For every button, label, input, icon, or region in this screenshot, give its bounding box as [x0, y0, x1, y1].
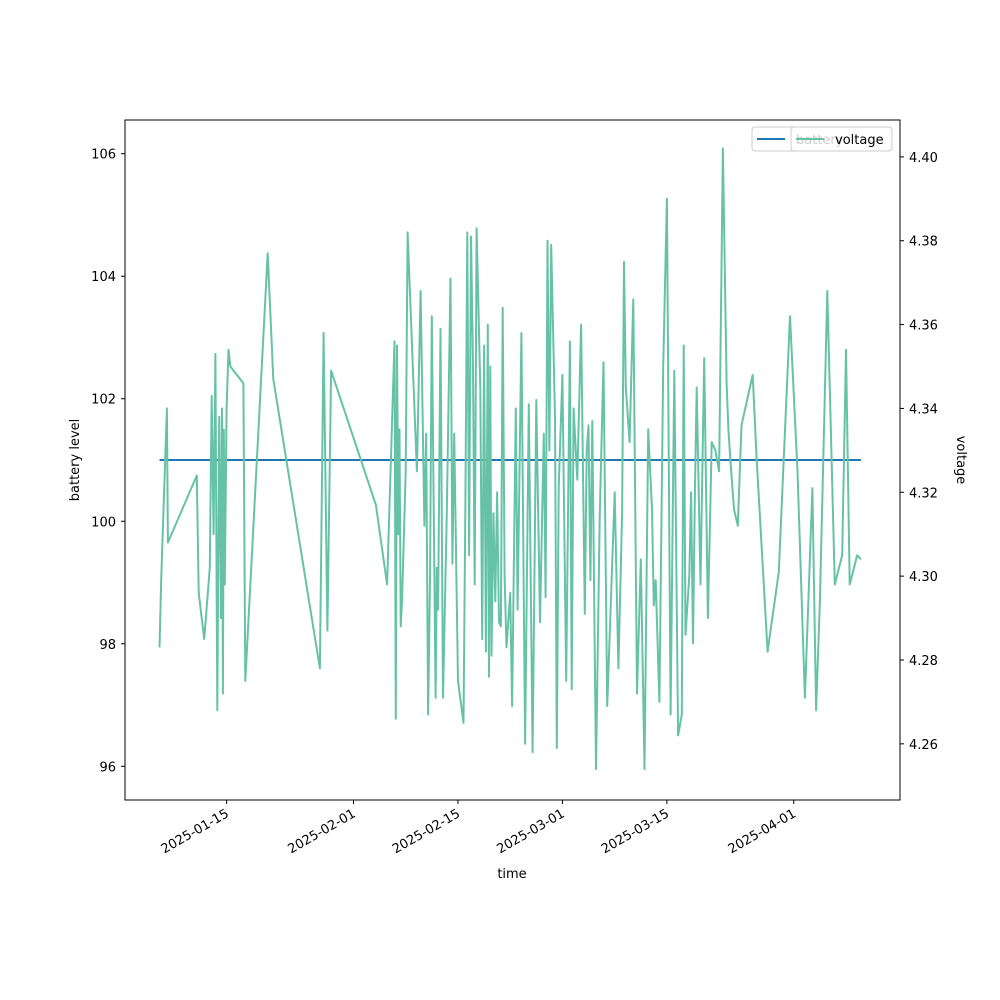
y-right-tick-label: 4.38	[909, 235, 938, 250]
y-right-tick-label: 4.40	[909, 151, 938, 166]
y-right-tick-label: 4.32	[909, 486, 938, 501]
x-axis-label: time	[497, 867, 526, 882]
plot-frame	[124, 119, 901, 801]
y-axis-left-label: battery level	[68, 419, 83, 502]
y-right-tick-label: 4.28	[909, 654, 938, 669]
y-axis-right: 4.26 4.28 4.30 4.32 4.34 4.36 4.38 4.40	[900, 151, 938, 753]
y-right-tick-label: 4.26	[909, 738, 938, 753]
y-right-tick-label: 4.34	[909, 402, 938, 417]
y-axis-right-label: voltage	[953, 436, 968, 485]
y-right-tick-label: 4.36	[909, 319, 938, 334]
y-left-tick-label: 102	[91, 393, 116, 408]
legend-voltage-box	[790, 126, 893, 152]
series-voltage-line	[158, 147, 862, 770]
legend-voltage-label: voltage	[835, 133, 884, 148]
series-layer	[158, 147, 862, 770]
y-left-tick-label: 100	[91, 515, 116, 530]
y-left-tick-label: 106	[91, 148, 116, 163]
y-axis-left: 96 98 100 102 104 106	[91, 148, 125, 775]
y-left-tick-label: 96	[99, 760, 116, 775]
legend-voltage: voltage	[790, 126, 893, 152]
y-left-tick-label: 98	[99, 638, 116, 653]
y-left-tick-label: 104	[91, 270, 116, 285]
y-right-tick-label: 4.30	[909, 570, 938, 585]
